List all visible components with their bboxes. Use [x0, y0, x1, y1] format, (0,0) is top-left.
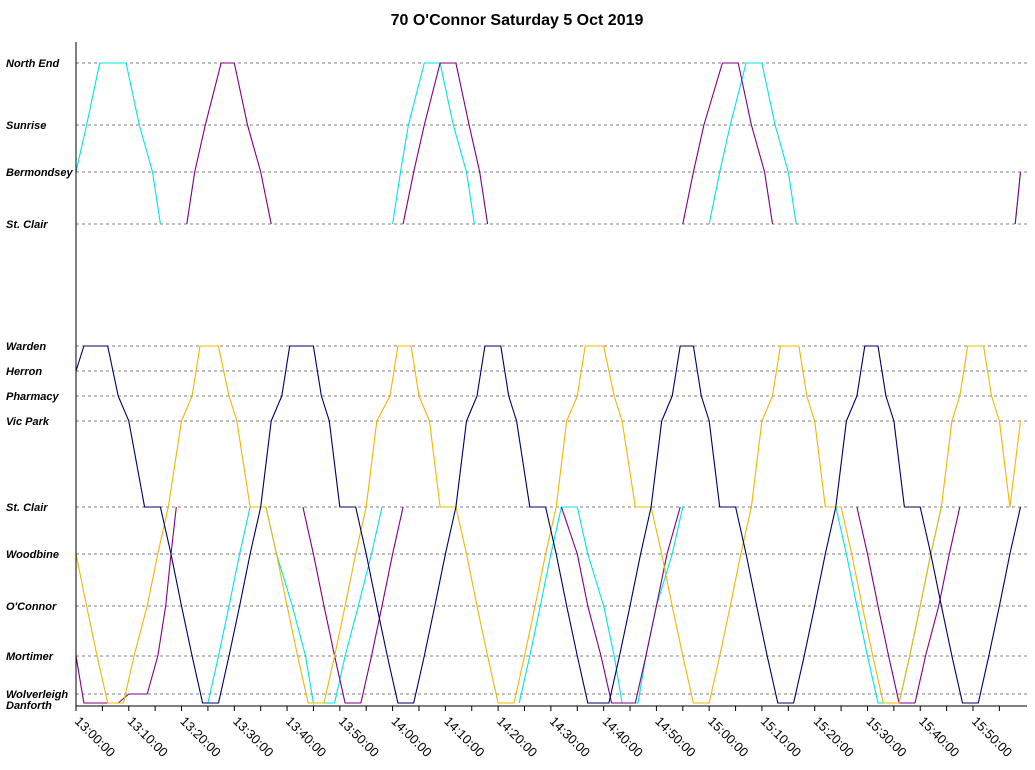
time-label: 14:50:00	[652, 714, 698, 760]
vehicle-trace	[682, 62, 774, 225]
stop-label: Danforth	[6, 700, 52, 712]
stop-label: Mortimer	[6, 651, 54, 663]
vehicle-traces	[75, 62, 1022, 704]
vehicle-trace	[186, 62, 272, 225]
vehicle-trace	[392, 62, 475, 225]
vehicle-trace	[402, 62, 489, 225]
stop-label: Warden	[6, 341, 46, 353]
vehicle-trace	[75, 345, 1022, 704]
time-label: 13:50:00	[336, 714, 382, 760]
vehicle-trace	[75, 62, 161, 225]
time-label: 13:10:00	[125, 714, 171, 760]
stop-label: St. Clair	[6, 219, 48, 231]
time-label: 14:20:00	[494, 714, 540, 760]
vehicle-trace	[207, 506, 383, 704]
time-label: 14:30:00	[547, 714, 593, 760]
stop-label: Bermondsey	[6, 167, 74, 179]
time-label: 15:20:00	[811, 714, 857, 760]
time-label: 13:20:00	[177, 714, 223, 760]
vehicle-trace	[75, 506, 177, 704]
stop-label: St. Clair	[6, 502, 48, 514]
stop-label: Woodbine	[6, 549, 59, 561]
vehicle-trace	[856, 506, 961, 704]
time-label: 15:10:00	[758, 714, 804, 760]
vehicle-trace	[75, 345, 1022, 704]
vehicle-trace	[1014, 171, 1022, 225]
time-labels: 13:00:00 13:10:00 13:20:00 13:30:00 13:40:00…	[72, 714, 1015, 760]
time-ticks	[75, 706, 1000, 711]
vehicle-trace	[302, 506, 404, 704]
time-label: 15:50:00	[969, 714, 1015, 760]
stop-label: North End	[6, 58, 59, 70]
stop-label: Wolverleigh	[6, 689, 68, 701]
stop-label: Pharmacy	[6, 391, 59, 403]
stop-gridlines	[76, 62, 1027, 695]
stop-labels: North End Sunrise Bermondsey St. Clair Warde…	[6, 58, 74, 712]
time-label: 14:40:00	[600, 714, 646, 760]
stop-label: Herron	[6, 366, 42, 378]
vehicle-trace	[835, 506, 942, 704]
vehicle-trace	[560, 506, 681, 704]
stop-label: O'Connor	[6, 601, 57, 613]
time-label: 13:00:00	[72, 714, 118, 760]
time-label: 15:40:00	[916, 714, 962, 760]
time-label: 13:30:00	[230, 714, 276, 760]
stop-label: Sunrise	[6, 120, 46, 132]
time-label: 15:00:00	[705, 714, 751, 760]
stop-label: Vic Park	[6, 416, 50, 428]
vehicle-trace	[708, 62, 797, 225]
time-label: 14:00:00	[388, 714, 434, 760]
time-label: 14:10:00	[441, 714, 487, 760]
time-label: 13:40:00	[283, 714, 329, 760]
chart-title: 70 O'Connor Saturday 5 Oct 2019	[391, 12, 644, 29]
time-label: 15:30:00	[863, 714, 909, 760]
